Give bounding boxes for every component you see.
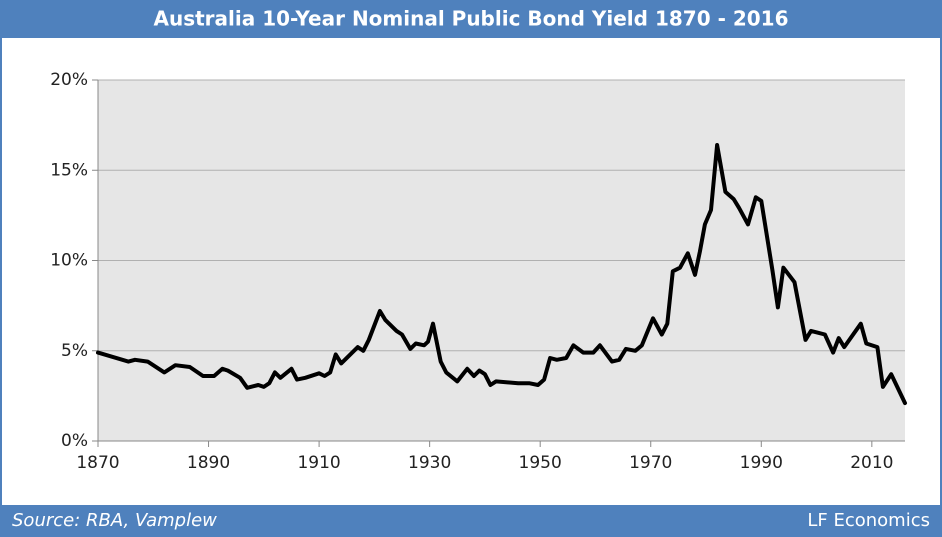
credit: LF Economics bbox=[807, 510, 930, 531]
x-tick-label: 1890 bbox=[187, 453, 230, 473]
x-tick-label: 1970 bbox=[629, 453, 672, 473]
y-tick-label: 10% bbox=[50, 251, 88, 271]
y-tick-label: 5% bbox=[61, 341, 88, 361]
x-tick-label: 2010 bbox=[850, 453, 893, 473]
y-tick-label: 20% bbox=[50, 70, 88, 90]
line bbox=[96, 143, 907, 406]
y-tick-label: 0% bbox=[61, 431, 88, 451]
x-tick-label: 1950 bbox=[519, 453, 562, 473]
chart-title: Australia 10-Year Nominal Public Bond Yi… bbox=[154, 7, 789, 31]
x-tick-label: 1910 bbox=[297, 453, 340, 473]
title-bar bbox=[0, 0, 942, 38]
x-tick-label: 1990 bbox=[740, 453, 783, 473]
x-tick-label: 1870 bbox=[76, 453, 119, 473]
source: Source: RBA, Vamplew bbox=[12, 510, 217, 531]
x-tick-label: 1930 bbox=[408, 453, 451, 473]
footer-bar bbox=[0, 505, 942, 537]
y-tick-label: 15% bbox=[50, 160, 88, 180]
